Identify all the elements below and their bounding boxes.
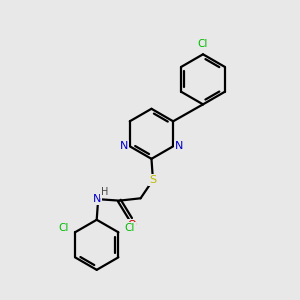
Text: N: N <box>175 141 183 151</box>
Text: Cl: Cl <box>198 39 208 49</box>
Text: S: S <box>149 175 157 185</box>
Text: N: N <box>120 141 128 151</box>
Text: O: O <box>127 220 136 230</box>
Text: Cl: Cl <box>124 223 135 233</box>
Text: Cl: Cl <box>59 223 69 233</box>
Text: H: H <box>101 187 108 197</box>
Text: N: N <box>92 194 101 204</box>
